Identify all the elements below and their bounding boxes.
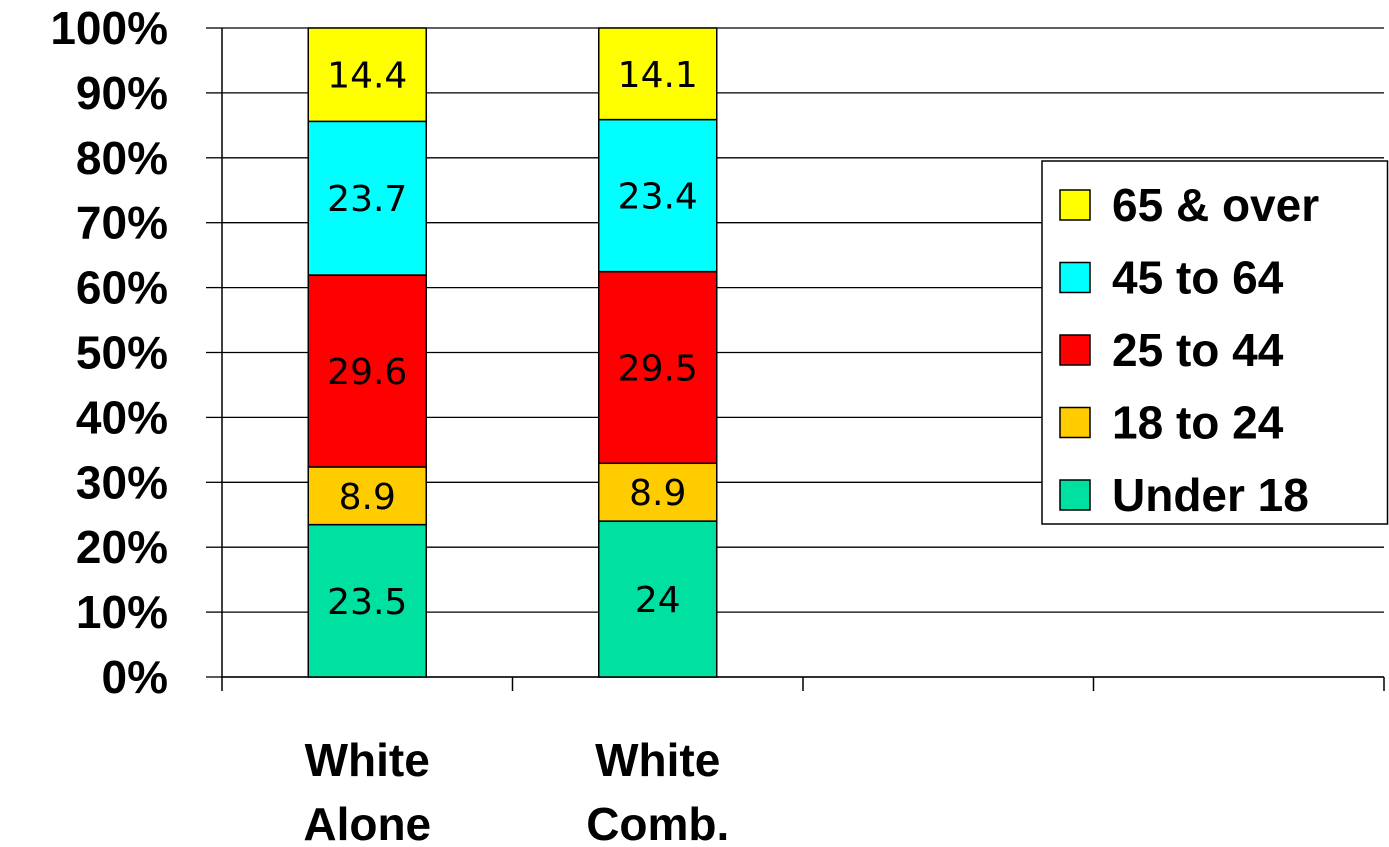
y-tick-label: 100% <box>50 2 168 54</box>
bar-segment <box>598 270 718 465</box>
legend-label: 65 & over <box>1112 179 1319 231</box>
y-axis-ticks: 0% 10% 20% 30% 40% 50% 60% 70% 80% 90% 100% <box>50 2 222 703</box>
legend-swatch <box>1059 334 1091 366</box>
legend-label: 45 to 64 <box>1112 252 1284 304</box>
bar-segment <box>307 523 427 678</box>
y-tick-label: 70% <box>76 197 168 249</box>
legend-label: 18 to 24 <box>1112 397 1284 449</box>
bars: 23.5 8.9 29.6 23.7 14.4 24 8.9 29.5 23.4 14.1 <box>307 27 718 678</box>
x-category-label: White <box>305 734 430 786</box>
y-tick-label: 60% <box>76 262 168 314</box>
legend-swatch <box>1059 479 1091 511</box>
x-category-label: Alone <box>303 798 431 847</box>
bar-segment <box>307 274 427 468</box>
y-tick-label: 80% <box>76 132 168 184</box>
y-tick-label: 30% <box>76 456 168 508</box>
y-tick-label: 50% <box>76 327 168 379</box>
legend-swatch <box>1059 261 1091 294</box>
y-tick-label: 40% <box>76 391 168 443</box>
data-label: 8.9 <box>339 477 396 518</box>
bar-segment <box>307 27 427 123</box>
legend-box <box>1041 160 1389 525</box>
data-label: 23.7 <box>327 179 407 220</box>
y-tick-label: 90% <box>76 67 168 119</box>
y-tick-label: 0% <box>102 651 168 703</box>
legend: 65 & over 45 to 64 25 to 44 18 to 24 Under 1… <box>1041 160 1389 525</box>
x-category-label: White <box>595 734 720 786</box>
data-label: 23.5 <box>327 582 407 623</box>
bar-segment <box>598 27 718 121</box>
data-label: 29.6 <box>327 352 407 393</box>
data-label: 24 <box>635 580 681 621</box>
bar-segment <box>598 520 718 678</box>
data-label: 8.9 <box>629 473 686 514</box>
data-label: 14.4 <box>327 56 407 97</box>
x-category-label: Comb. <box>586 798 729 847</box>
data-label: 29.5 <box>618 348 698 389</box>
y-tick-label: 10% <box>76 586 168 638</box>
bar-segment <box>307 120 427 276</box>
data-label: 14.1 <box>618 55 698 96</box>
x-axis-category-labels: White Alone White Comb. <box>303 734 729 847</box>
legend-swatch <box>1059 406 1091 439</box>
legend-label: Under 18 <box>1112 469 1309 521</box>
bar-segment <box>307 466 427 526</box>
y-tick-label: 20% <box>76 521 168 573</box>
data-label: 23.4 <box>618 177 698 218</box>
legend-label: 25 to 44 <box>1112 324 1284 376</box>
legend-swatch <box>1059 189 1091 221</box>
bar-segment <box>598 118 718 273</box>
